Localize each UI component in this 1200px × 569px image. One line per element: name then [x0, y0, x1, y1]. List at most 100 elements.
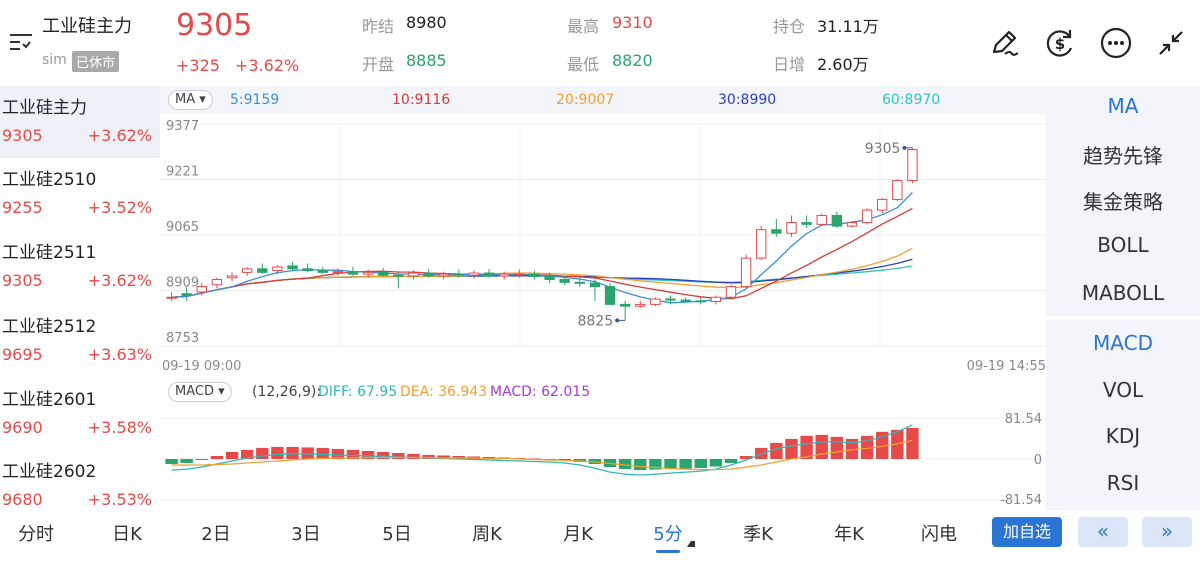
candle-body [816, 214, 827, 225]
candle [665, 295, 676, 305]
list-item-name: 工业硅2602 [2, 462, 97, 482]
tab-daily-k[interactable]: 日K [112, 524, 142, 545]
macd-histogram-bar [845, 438, 859, 459]
contract-name: 工业硅主力 [42, 16, 132, 37]
candle [196, 283, 207, 296]
tab-monthly-k[interactable]: 月K [563, 524, 593, 545]
candle-body [740, 257, 752, 288]
add-watchlist-button[interactable]: 加自选 [992, 517, 1062, 547]
indicator-macd[interactable]: MACD [1093, 331, 1153, 355]
indicator-rsi[interactable]: RSI [1106, 471, 1140, 495]
candle [756, 226, 767, 260]
list-item[interactable]: 工业硅2511 9305 +3.62% [0, 231, 160, 303]
macd-chart[interactable]: 81.54 0 -81.54 [160, 406, 1046, 506]
macd-histogram-bar [785, 438, 798, 459]
tab-3day[interactable]: 3日 [291, 524, 321, 545]
macd-histogram-bar [739, 455, 753, 459]
candle [892, 179, 903, 202]
next-contract-button[interactable]: » [1142, 517, 1192, 547]
tab-5day[interactable]: 5日 [382, 524, 412, 545]
tab-quarterly-k[interactable]: 季K [743, 524, 773, 545]
candle [347, 267, 359, 276]
macd-tick-label: 0 [1034, 453, 1042, 468]
candle [680, 297, 691, 303]
chart-area[interactable]: MA ▾ 5:9159 10:9116 20:9007 30:8990 60:8… [160, 86, 1046, 510]
tab-yearly-k[interactable]: 年K [834, 524, 864, 545]
candle-body [665, 298, 676, 301]
macd-histogram-bar [437, 455, 450, 459]
kline-chart[interactable]: 9377 9221 9065 8909 8753 9305 8825 09-19 09:00 0… [160, 114, 1046, 380]
candle [423, 268, 434, 278]
candle-body [332, 271, 344, 274]
market-status-badge: 已休市 [72, 51, 120, 72]
list-item[interactable]: 工业硅2512 9695 +3.63% [0, 305, 160, 377]
list-item-name: 工业硅2601 [2, 390, 97, 410]
list-item-pct: +3.62% [87, 126, 152, 145]
list-item[interactable]: 工业硅2510 9255 +3.52% [0, 158, 160, 230]
tab-timeshare[interactable]: 分时 [18, 524, 54, 545]
macd-indicator-select[interactable]: MACD ▾ [168, 382, 232, 402]
indicator-maboll[interactable]: MABOLL [1081, 281, 1165, 305]
candle-body [786, 222, 797, 234]
candle [695, 297, 706, 305]
ma5-line [171, 191, 913, 304]
list-item-pct: +3.62% [87, 271, 152, 290]
candle-body [725, 286, 737, 298]
candle-body [907, 149, 918, 182]
candle-body [453, 273, 465, 276]
macd-tick-label: -81.54 [1000, 493, 1042, 506]
candle-body [529, 273, 540, 278]
tab-lightning[interactable]: 闪电 [921, 524, 957, 545]
indicator-kdj[interactable]: KDJ [1105, 424, 1141, 448]
tab-5min[interactable]: 5分 [653, 524, 683, 545]
macd-histogram-bar [724, 459, 738, 464]
macd-histogram-bar [709, 459, 723, 467]
low-value: 8820 [612, 51, 653, 70]
candle [574, 277, 585, 287]
candle [559, 275, 570, 285]
tab-weekly-k[interactable]: 周K [472, 524, 502, 545]
candle [710, 295, 722, 305]
candle [529, 270, 540, 280]
indicator-fund-strategy[interactable]: 集金策略 [1083, 190, 1163, 214]
ma-indicator-select[interactable]: MA ▾ [168, 90, 213, 110]
currency-exchange-icon[interactable]: $ [1043, 26, 1077, 60]
tab-dropdown-caret-icon[interactable] [687, 541, 695, 547]
indicator-ma[interactable]: MA [1107, 94, 1139, 118]
macd-select-label: MACD [175, 384, 214, 399]
ma20-line [171, 247, 913, 298]
ma60-legend: 60:8970 [882, 92, 941, 108]
candle [771, 218, 782, 237]
collapse-icon[interactable] [1154, 26, 1188, 60]
list-item[interactable]: 工业硅2602 9680 +3.53% [0, 450, 160, 510]
candle-body [226, 275, 238, 279]
prev-contract-button[interactable]: « [1078, 517, 1128, 547]
last-price: 9305 [176, 8, 253, 43]
candle-body [771, 229, 782, 234]
y-tick-label: 9065 [166, 220, 199, 235]
candle-body [272, 266, 283, 272]
indicator-boll[interactable]: BOLL [1097, 233, 1149, 257]
list-item[interactable]: 工业硅2601 9690 +3.58% [0, 378, 160, 450]
tab-2day[interactable]: 2日 [201, 524, 231, 545]
candle [725, 284, 737, 300]
candle [181, 286, 192, 301]
more-icon[interactable] [1099, 26, 1133, 60]
candle-body [680, 299, 691, 302]
candle-body [846, 222, 858, 227]
candle-body [589, 282, 601, 288]
macd-dea-legend: DEA: 36.943 [400, 384, 488, 400]
indicator-trend-pioneer[interactable]: 趋势先锋 [1083, 144, 1163, 168]
edit-pen-icon[interactable] [988, 26, 1022, 60]
max-price-label: 9305 [865, 141, 901, 157]
menu-icon[interactable] [8, 30, 34, 54]
indicator-vol[interactable]: VOL [1102, 378, 1144, 402]
candle [831, 211, 843, 228]
candle [786, 215, 797, 237]
list-item-price: 9255 [2, 198, 43, 217]
list-item[interactable]: 工业硅主力 9305 +3.62% [0, 86, 160, 158]
indicator-panel: MA 趋势先锋 集金策略 BOLL MABOLL MACD VOL KDJ RS… [1046, 86, 1200, 510]
ma5-legend: 5:9159 [230, 92, 280, 108]
ma-legend-bar: MA ▾ 5:9159 10:9116 20:9007 30:8990 60:8… [160, 86, 1046, 114]
candle [287, 261, 298, 271]
